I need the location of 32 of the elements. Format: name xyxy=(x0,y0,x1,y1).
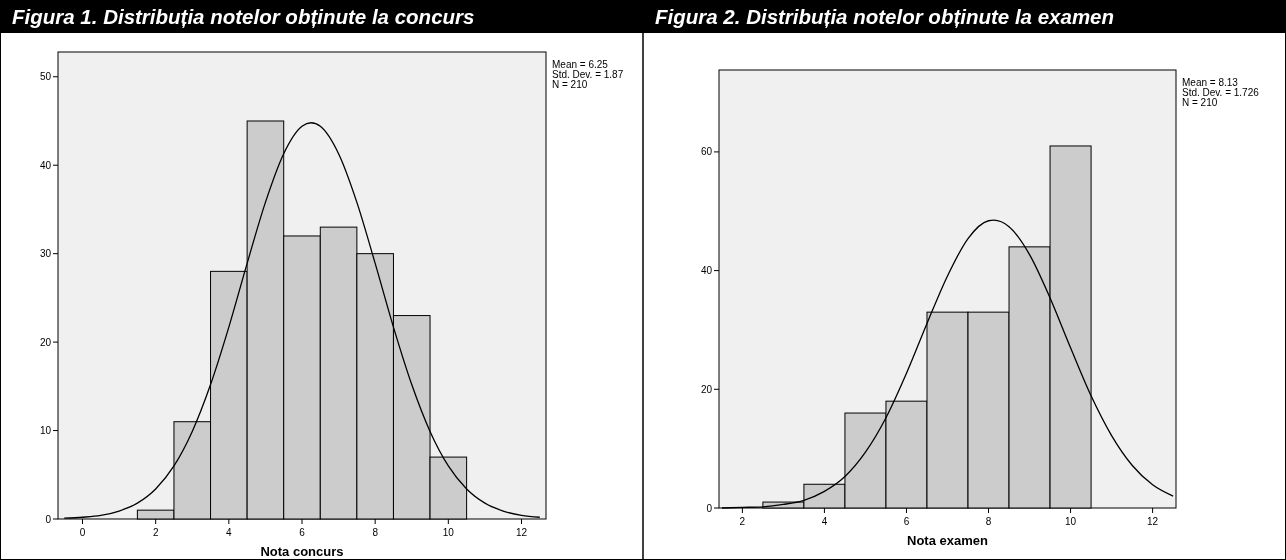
y-tick-label: 30 xyxy=(39,248,52,260)
y-tick-label: 0 xyxy=(706,502,713,514)
x-tick-label: 12 xyxy=(1147,516,1159,527)
x-tick-label: 6 xyxy=(903,516,910,527)
x-tick-label: 2 xyxy=(152,527,159,538)
x-tick-label: 2 xyxy=(739,516,746,527)
x-tick-label: 6 xyxy=(299,527,306,538)
chart-title: Figura 1. Distribuția notelor obținute la concurs xyxy=(12,5,475,28)
text: Mean = 6.25 xyxy=(552,59,609,70)
x-tick-label: 12 xyxy=(515,527,528,538)
x-tick-label: 10 xyxy=(1065,516,1077,527)
text: Std. Dev. = 1.726 xyxy=(1182,87,1260,98)
y-tick-label: 20 xyxy=(700,383,713,395)
text: Std. Dev. = 1.87 xyxy=(552,69,624,80)
text: N = 210 xyxy=(1182,97,1218,108)
x-tick-label: 0 xyxy=(79,527,86,538)
x-tick-label: 10 xyxy=(442,527,455,538)
y-tick-label: 60 xyxy=(700,146,713,158)
x-tick-label: 4 xyxy=(226,527,233,538)
x-tick-label: 4 xyxy=(821,516,828,527)
text: N = 210 xyxy=(552,79,588,90)
y-tick-label: 10 xyxy=(39,425,52,437)
x-tick-label: 8 xyxy=(372,527,379,538)
text: Mean = 8.13 xyxy=(1182,77,1239,88)
y-tick-label: 50 xyxy=(39,71,52,83)
chart-title: Figura 2. Distribuția notelor obținute la examen xyxy=(655,5,1115,28)
x-tick-label: 8 xyxy=(985,516,992,527)
y-tick-label: 20 xyxy=(39,336,52,348)
y-tick-label: 40 xyxy=(39,159,52,171)
y-tick-label: 40 xyxy=(700,265,713,277)
x-axis-title: Nota concurs xyxy=(260,544,344,559)
x-axis-title: Nota examen xyxy=(907,533,989,548)
